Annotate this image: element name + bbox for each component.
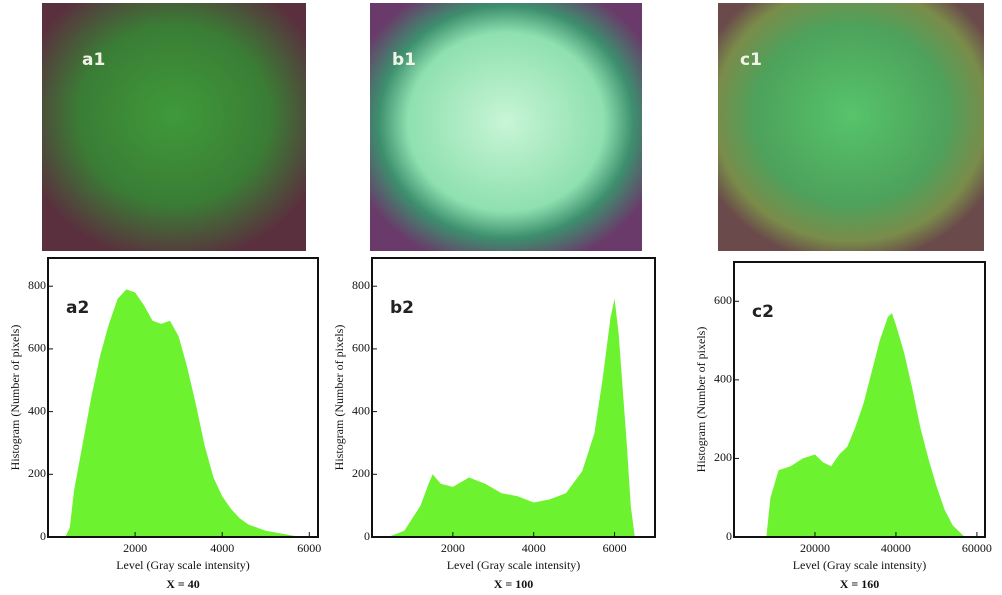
y-tick-label: 400	[352, 403, 370, 417]
y-tick-label: 800	[28, 278, 46, 292]
caption: X = 100	[494, 577, 534, 591]
y-tick-label: 600	[28, 341, 46, 355]
x-tick-label: 60000	[962, 541, 992, 555]
micrograph	[718, 3, 984, 251]
x-tick-label: 4000	[210, 541, 234, 555]
y-tick-label: 600	[714, 293, 732, 307]
y-tick-label: 800	[352, 278, 370, 292]
y-tick-label: 0	[726, 529, 732, 543]
plot-frame	[47, 257, 319, 538]
panel-label: c2	[752, 302, 774, 322]
x-tick-label: 4000	[522, 541, 546, 555]
x-tick-label: 2000	[123, 541, 147, 555]
x-tick-label: 6000	[603, 541, 627, 555]
panel-label: b2	[390, 298, 414, 318]
panel-label: a2	[66, 298, 89, 318]
x-tick-label: 6000	[297, 541, 321, 555]
histogram-area	[734, 313, 965, 537]
x-tick-label: 2000	[441, 541, 465, 555]
y-tick-label: 200	[714, 450, 732, 464]
image-label: c1	[740, 50, 762, 70]
y-tick-label: 0	[364, 529, 370, 543]
x-axis-label: Level (Gray scale intensity)	[116, 558, 250, 572]
plot-frame	[371, 257, 656, 538]
micrograph	[370, 3, 642, 251]
caption: X = 160	[840, 577, 880, 591]
y-tick-label: 0	[40, 529, 46, 543]
y-tick-label: 400	[28, 403, 46, 417]
plot-frame	[733, 261, 986, 538]
y-tick-label: 400	[714, 372, 732, 386]
histogram-area	[372, 298, 635, 537]
y-tick-label: 200	[28, 466, 46, 480]
histogram-area	[48, 289, 310, 537]
y-axis-label: Histogram (Number of pixels)	[8, 325, 22, 471]
x-tick-label: 20000	[800, 541, 830, 555]
x-axis-label: Level (Gray scale intensity)	[447, 558, 581, 572]
image-label: a1	[82, 50, 105, 70]
x-tick-label: 40000	[881, 541, 911, 555]
y-axis-label: Histogram (Number of pixels)	[694, 327, 708, 473]
micrograph	[42, 3, 306, 251]
y-tick-label: 600	[352, 341, 370, 355]
caption: X = 40	[166, 577, 200, 591]
image-label: b1	[392, 50, 416, 70]
x-axis-label: Level (Gray scale intensity)	[793, 558, 927, 572]
y-axis-label: Histogram (Number of pixels)	[332, 325, 346, 471]
y-tick-label: 200	[352, 466, 370, 480]
